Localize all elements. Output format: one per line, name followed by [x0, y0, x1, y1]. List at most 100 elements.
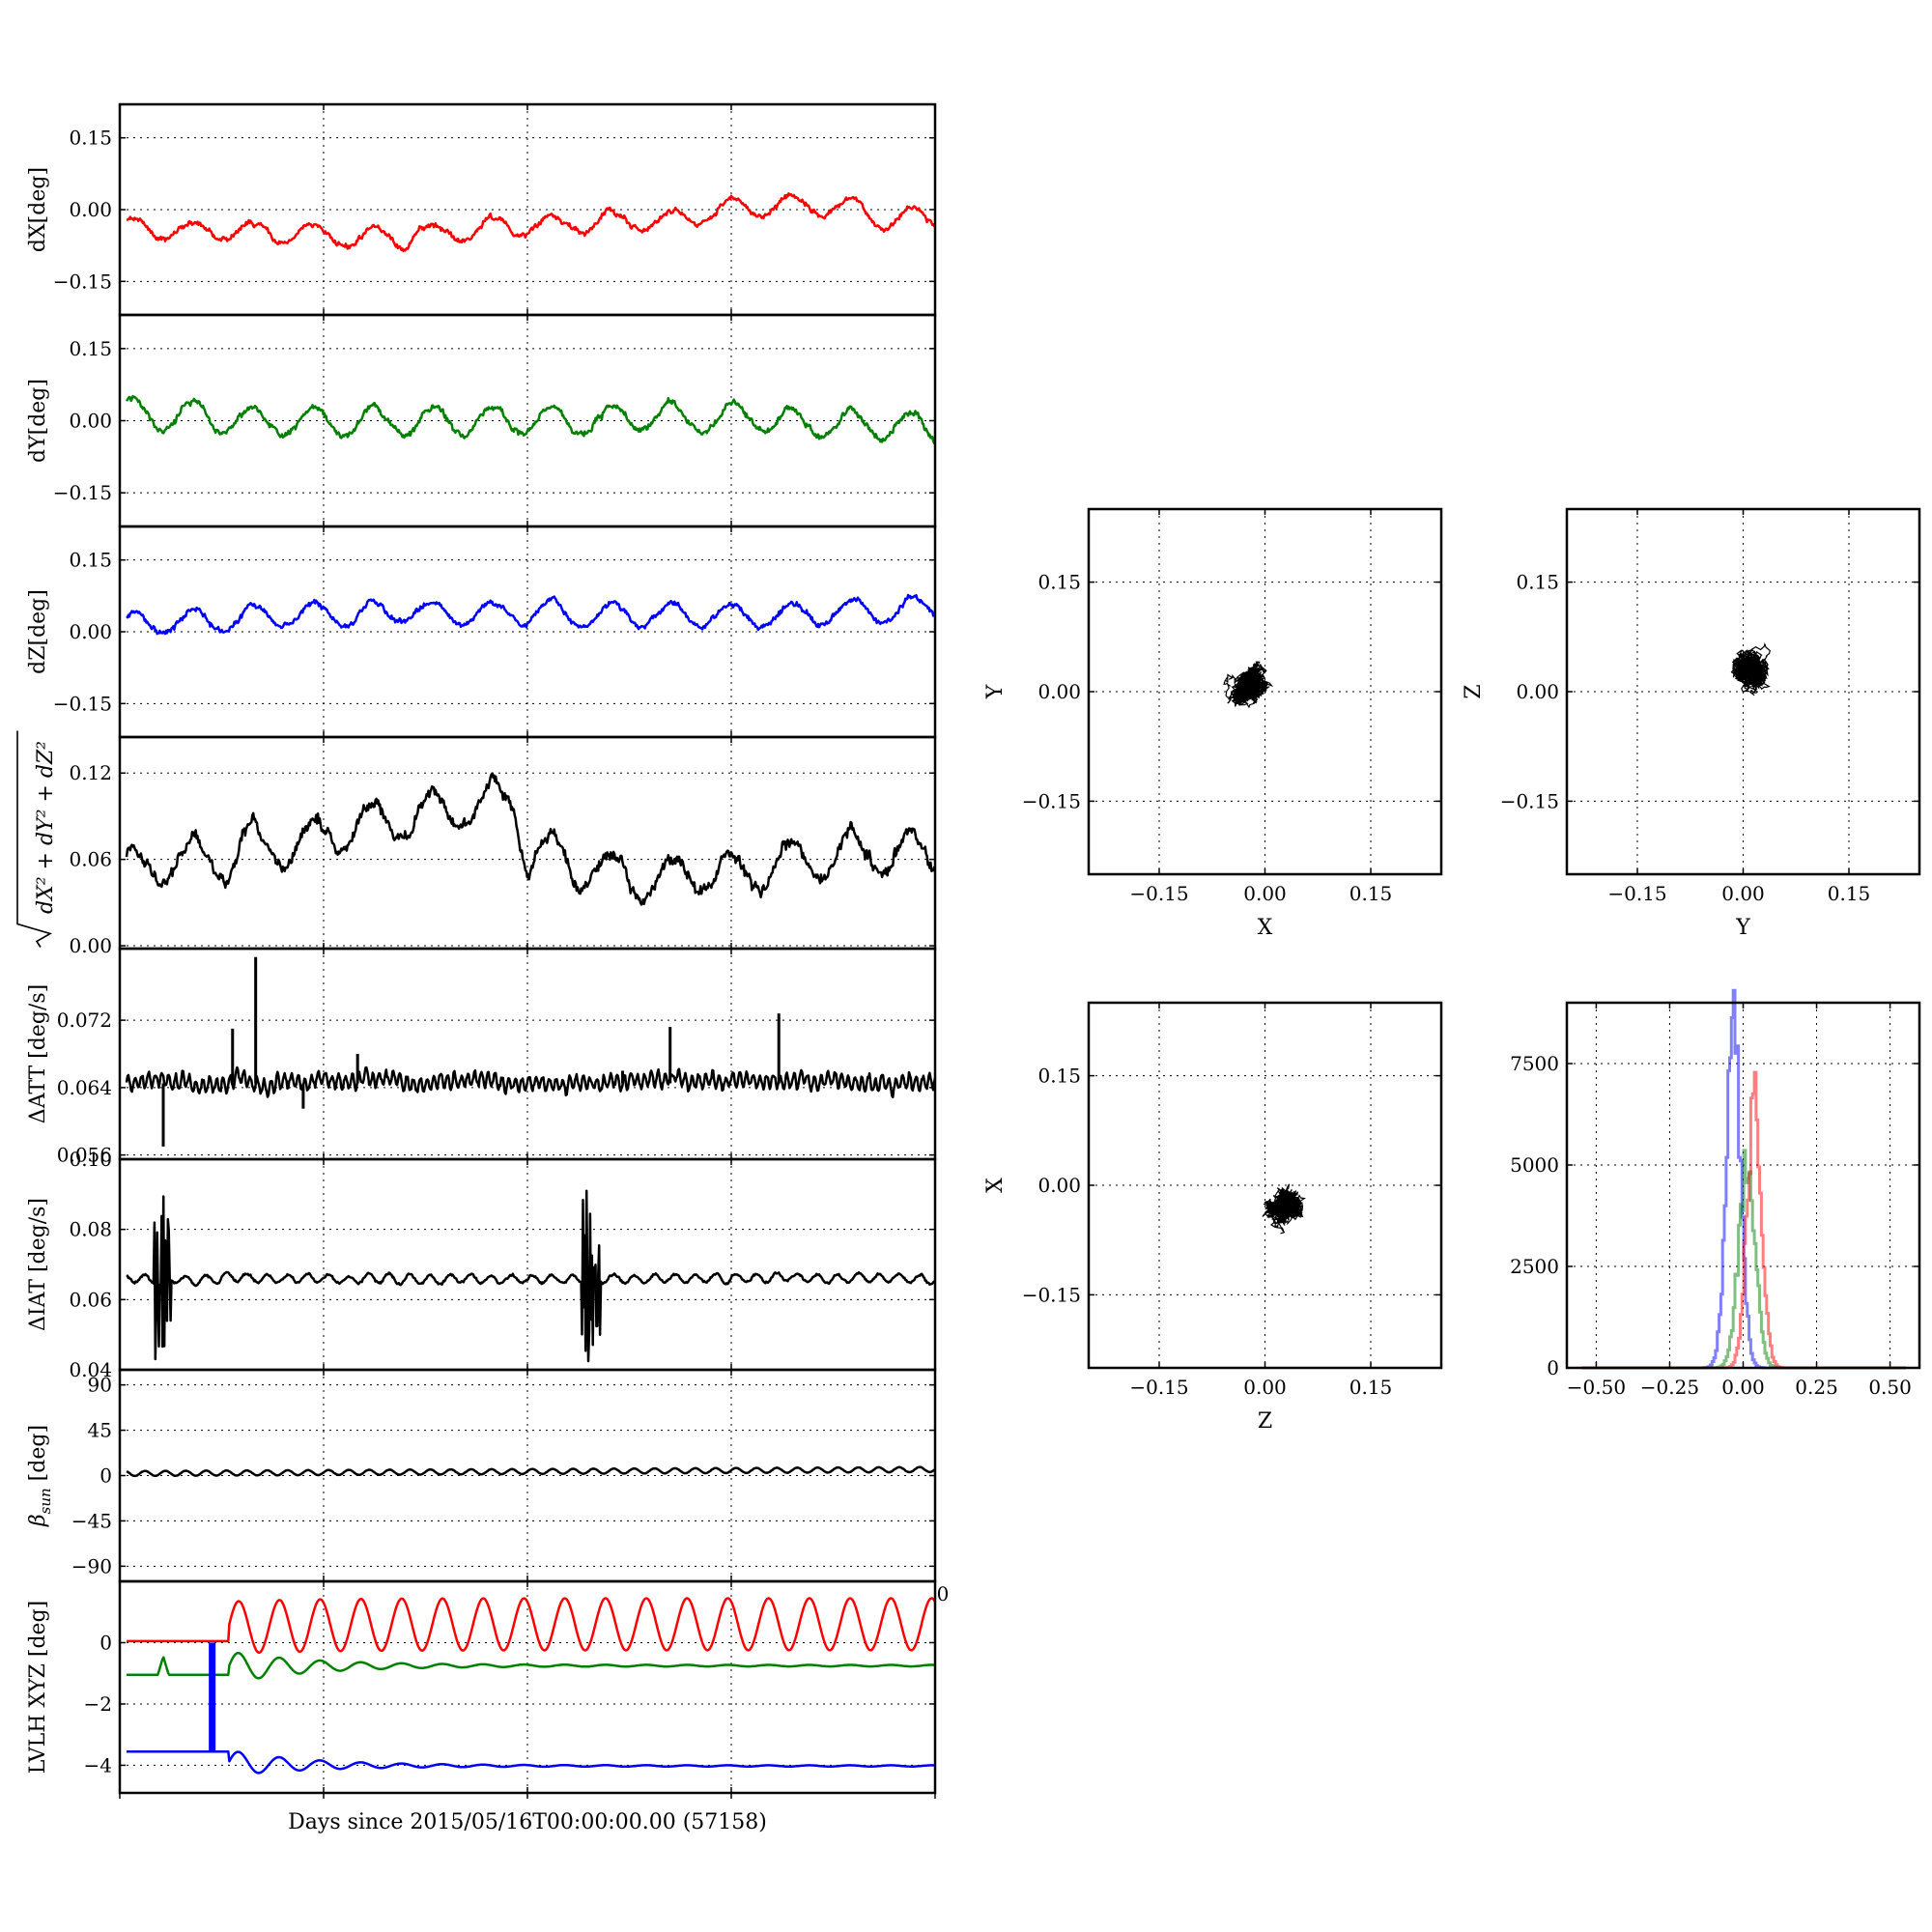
- ylabel-datt: ΔATT [deg/s]: [26, 984, 50, 1123]
- ylabel-lvlh: LVLH XYZ [deg]: [26, 1601, 50, 1775]
- ylabel-yz: Z: [1462, 684, 1486, 698]
- plot-area-mag: [125, 772, 936, 906]
- panel-xy: 0.15 0.00 −0.15 −0.15 0.00 0.15 Y X: [983, 507, 1443, 940]
- series-line-lvlh-0: [126, 1597, 937, 1655]
- xtick-label-0: −0.15: [1607, 882, 1666, 905]
- plot-area-xy: [1223, 661, 1274, 709]
- scatter-trace-xy: [1223, 661, 1274, 709]
- series-line-dz-0: [126, 593, 937, 636]
- plot-area-dy: [125, 394, 936, 445]
- ytick-label-0: 0.12: [69, 761, 112, 784]
- ytick-label-0: 0.15: [69, 127, 112, 150]
- ytick-label-1: 0.00: [69, 198, 112, 221]
- xtick-label-0: −0.15: [1129, 1376, 1188, 1399]
- ytick-label-0: 7500: [1510, 1052, 1559, 1075]
- ylabel-xy: Y: [983, 684, 1008, 699]
- ytick-label-1: 0.06: [69, 1288, 112, 1311]
- xtick-label-0: −0.50: [1567, 1376, 1626, 1399]
- panels: 0.150.00−0.15dX[deg]0.150.00−0.15dY[deg]…: [16, 102, 1921, 1799]
- figure-xlabel: Days since 2015/05/16T00:00:00.00 (57158…: [288, 1810, 767, 1834]
- series-line-lvlh-2: [126, 1749, 936, 1775]
- ytick-label-0: 0.15: [1037, 1065, 1081, 1088]
- ytick-label-0: 0: [99, 1631, 112, 1654]
- panel-lvlh: 0 −2 −4 LVLH XYZ [deg]: [26, 1579, 937, 1795]
- xtick-label-4: 0.50: [1868, 1376, 1912, 1399]
- ytick-label-1: 0.06: [69, 848, 112, 871]
- ytick-label-top: 0.10: [69, 1148, 112, 1171]
- xtick-label-1: 0.00: [1243, 882, 1287, 905]
- axes-frame: [1087, 1001, 1443, 1370]
- ytick-label-2: −0.15: [53, 270, 112, 293]
- ytick-label-3: 0: [1547, 1356, 1559, 1379]
- xtick-label-1: 0.00: [1243, 1376, 1287, 1399]
- panel-zx: 0.15 0.00 −0.15 −0.15 0.00 0.15 X Z: [983, 1001, 1443, 1434]
- ytick-label-1: 0.00: [69, 620, 112, 643]
- ylabel-dx: dX[deg]: [26, 167, 50, 252]
- ylabel-mag: dX² + dY² + dZ²: [16, 730, 58, 948]
- ytick-label-1: 0.064: [57, 1076, 112, 1099]
- ytick-label-2: −0.15: [53, 481, 112, 504]
- xtick-label-3: 0.25: [1795, 1376, 1838, 1399]
- series-line-beta-0: [126, 1465, 936, 1478]
- ytick-label-0: 0.08: [69, 1218, 112, 1241]
- xtick-label-2: 0.00: [1721, 1376, 1765, 1399]
- plot-area-hist: [1581, 988, 1906, 1370]
- panel-datt: 0.072 0.064 0.056 ΔATT [deg/s]: [26, 947, 937, 1167]
- axes-frame: [118, 1157, 937, 1372]
- ytick-label-0: 0.15: [1516, 571, 1559, 594]
- plot-area-diat: [126, 1189, 936, 1363]
- panel-hist: 7500 5000 2500 0 −0.50 −0.25 0.00 0.25 0.50: [1510, 988, 1921, 1399]
- plot-area-dz: [126, 593, 937, 636]
- xtick-label-2: 0.15: [1350, 1376, 1393, 1399]
- xlabel-zx: Z: [1258, 1409, 1272, 1434]
- xtick-label-1: −0.25: [1640, 1376, 1699, 1399]
- xtick-label-2: 0.15: [1828, 882, 1871, 905]
- panel-diat: 0.08 0.06 0.04 0.10 ΔIAT [deg/s]: [26, 1148, 937, 1381]
- ytick-label-2: 0.04: [69, 1358, 112, 1381]
- scatter-trace-zx: [1262, 1183, 1306, 1235]
- xlabel-yz: Y: [1735, 916, 1750, 940]
- plot-area-datt: [125, 956, 937, 1147]
- ytick-label-2: 0.00: [69, 934, 112, 957]
- ylabel-beta: βsun [deg]: [26, 1425, 54, 1527]
- panel-mag: 0.12 0.06 0.00: [69, 735, 937, 957]
- ytick-label-2: −0.15: [53, 692, 112, 715]
- ytick-label-4: −90: [71, 1554, 112, 1577]
- ylabel-dz: dZ[deg]: [26, 589, 50, 674]
- series-line-datt-0: [125, 1065, 937, 1098]
- series-line-mag-0: [125, 772, 936, 906]
- beta-subscript: sun: [37, 1488, 54, 1514]
- stray-tick-label: 0: [937, 1582, 950, 1605]
- ylabel-dy: dY[deg]: [26, 379, 50, 463]
- ytick-label-0: 0.15: [69, 337, 112, 360]
- ytick-label-1: 0.00: [1037, 680, 1081, 703]
- axes-frame: [118, 947, 937, 1161]
- ytick-label-2: 0.056: [57, 1144, 112, 1167]
- ytick-label-1: 5000: [1510, 1153, 1559, 1177]
- ytick-label-0: 0.15: [69, 549, 112, 572]
- ytick-label-1: 0.00: [1037, 1174, 1081, 1197]
- beta-unit: [deg]: [26, 1425, 50, 1488]
- axes-frame: [1087, 507, 1443, 876]
- axes-frame: [1565, 1001, 1921, 1370]
- panel-beta: 90 45 0 −45 −90: [71, 1368, 937, 1583]
- ytick-label-1: 45: [88, 1419, 112, 1442]
- plot-area-yz: [1730, 641, 1771, 696]
- ytick-label-2: 2500: [1510, 1255, 1559, 1278]
- series-line-diat-0: [126, 1189, 936, 1363]
- ytick-label-2: −0.15: [1022, 1283, 1081, 1306]
- ytick-label-2: −4: [84, 1753, 112, 1776]
- axes-frame: [118, 735, 937, 951]
- scatter-trace-yz: [1730, 641, 1771, 696]
- plot-area-lvlh: [126, 1597, 937, 1775]
- xtick-label-1: 0.00: [1721, 882, 1765, 905]
- xtick-label-0: −0.15: [1129, 882, 1188, 905]
- sqrt-sign: [16, 730, 53, 948]
- plot-area-zx: [1262, 1183, 1306, 1235]
- xtick-label-2: 0.15: [1350, 882, 1393, 905]
- series-line-dx-0: [126, 192, 936, 253]
